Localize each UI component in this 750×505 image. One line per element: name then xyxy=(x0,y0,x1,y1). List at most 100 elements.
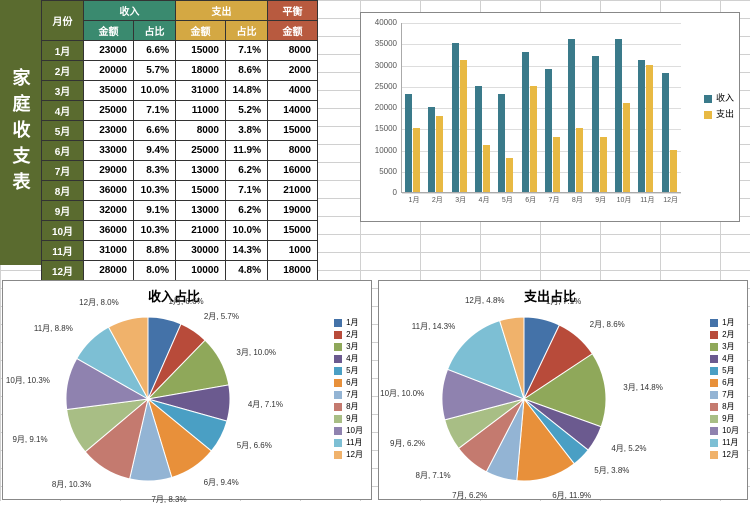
cell-exp[interactable]: 30000 xyxy=(176,241,226,261)
cell-inc[interactable]: 35000 xyxy=(84,81,134,101)
cell-month: 8月 xyxy=(42,181,84,201)
cell-inc[interactable]: 29000 xyxy=(84,161,134,181)
table-row[interactable]: 8月 36000 10.3% 15000 7.1% 21000 xyxy=(42,181,318,201)
cell-month: 6月 xyxy=(42,141,84,161)
bar xyxy=(638,60,645,192)
pie-label: 10月, 10.3% xyxy=(6,375,50,386)
table-row[interactable]: 2月 20000 5.7% 18000 8.6% 2000 xyxy=(42,61,318,81)
cell-inc[interactable]: 23000 xyxy=(84,41,134,61)
cell-incR[interactable]: 9.4% xyxy=(134,141,176,161)
cell-inc[interactable]: 28000 xyxy=(84,261,134,281)
th-month: 月份 xyxy=(42,1,84,41)
legend-item: 4月 xyxy=(334,353,363,364)
bar-ytick: 40000 xyxy=(367,18,397,27)
legend-item: 12月 xyxy=(334,449,363,460)
table-row[interactable]: 6月 33000 9.4% 25000 11.9% 8000 xyxy=(42,141,318,161)
cell-exp[interactable]: 21000 xyxy=(176,221,226,241)
cell-expR[interactable]: 8.6% xyxy=(226,61,268,81)
cell-exp[interactable]: 8000 xyxy=(176,121,226,141)
cell-month: 11月 xyxy=(42,241,84,261)
table-row[interactable]: 11月 31000 8.8% 30000 14.3% 1000 xyxy=(42,241,318,261)
cell-incR[interactable]: 10.0% xyxy=(134,81,176,101)
bar xyxy=(576,128,583,192)
cell-expR[interactable]: 10.0% xyxy=(226,221,268,241)
legend-item: 10月 xyxy=(710,425,739,436)
cell-bal[interactable]: 2000 xyxy=(268,61,318,81)
cell-bal[interactable]: 8000 xyxy=(268,141,318,161)
table-row[interactable]: 4月 25000 7.1% 11000 5.2% 14000 xyxy=(42,101,318,121)
cell-exp[interactable]: 15000 xyxy=(176,181,226,201)
bar-ytick: 35000 xyxy=(367,39,397,48)
cell-incR[interactable]: 8.8% xyxy=(134,241,176,261)
bar xyxy=(600,137,607,192)
cell-expR[interactable]: 4.8% xyxy=(226,261,268,281)
cell-inc[interactable]: 32000 xyxy=(84,201,134,221)
table-row[interactable]: 5月 23000 6.6% 8000 3.8% 15000 xyxy=(42,121,318,141)
cell-exp[interactable]: 15000 xyxy=(176,41,226,61)
th-exp-amt: 金额 xyxy=(176,21,226,41)
cell-inc[interactable]: 20000 xyxy=(84,61,134,81)
cell-bal[interactable]: 16000 xyxy=(268,161,318,181)
pie-label: 9月, 9.1% xyxy=(12,434,47,445)
cell-incR[interactable]: 10.3% xyxy=(134,181,176,201)
table-row[interactable]: 9月 32000 9.1% 13000 6.2% 19000 xyxy=(42,201,318,221)
cell-bal[interactable]: 18000 xyxy=(268,261,318,281)
cell-inc[interactable]: 23000 xyxy=(84,121,134,141)
cell-exp[interactable]: 13000 xyxy=(176,201,226,221)
cell-incR[interactable]: 7.1% xyxy=(134,101,176,121)
pie-label: 7月, 6.2% xyxy=(452,490,487,501)
legend-item: 7月 xyxy=(710,389,739,400)
bar xyxy=(436,116,443,193)
table-row[interactable]: 7月 29000 8.3% 13000 6.2% 16000 xyxy=(42,161,318,181)
table-row[interactable]: 3月 35000 10.0% 31000 14.8% 4000 xyxy=(42,81,318,101)
cell-incR[interactable]: 8.3% xyxy=(134,161,176,181)
cell-incR[interactable]: 5.7% xyxy=(134,61,176,81)
bar xyxy=(413,128,420,192)
cell-exp[interactable]: 10000 xyxy=(176,261,226,281)
table-row[interactable]: 1月 23000 6.6% 15000 7.1% 8000 xyxy=(42,41,318,61)
legend-item: 9月 xyxy=(710,413,739,424)
table-row[interactable]: 12月 28000 8.0% 10000 4.8% 18000 xyxy=(42,261,318,281)
cell-bal[interactable]: 21000 xyxy=(268,181,318,201)
cell-bal[interactable]: 14000 xyxy=(268,101,318,121)
cell-month: 2月 xyxy=(42,61,84,81)
legend-item: 10月 xyxy=(334,425,363,436)
table-row[interactable]: 10月 36000 10.3% 21000 10.0% 15000 xyxy=(42,221,318,241)
cell-expR[interactable]: 6.2% xyxy=(226,161,268,181)
cell-inc[interactable]: 36000 xyxy=(84,181,134,201)
cell-inc[interactable]: 36000 xyxy=(84,221,134,241)
cell-bal[interactable]: 19000 xyxy=(268,201,318,221)
cell-bal[interactable]: 15000 xyxy=(268,221,318,241)
cell-incR[interactable]: 8.0% xyxy=(134,261,176,281)
cell-exp[interactable]: 18000 xyxy=(176,61,226,81)
bar xyxy=(452,43,459,192)
cell-incR[interactable]: 10.3% xyxy=(134,221,176,241)
bar xyxy=(428,107,435,192)
cell-bal[interactable]: 15000 xyxy=(268,121,318,141)
cell-expR[interactable]: 14.8% xyxy=(226,81,268,101)
cell-bal[interactable]: 8000 xyxy=(268,41,318,61)
cell-incR[interactable]: 6.6% xyxy=(134,121,176,141)
cell-incR[interactable]: 9.1% xyxy=(134,201,176,221)
cell-exp[interactable]: 31000 xyxy=(176,81,226,101)
cell-expR[interactable]: 11.9% xyxy=(226,141,268,161)
bar-ytick: 30000 xyxy=(367,61,397,70)
cell-expR[interactable]: 7.1% xyxy=(226,181,268,201)
cell-expR[interactable]: 6.2% xyxy=(226,201,268,221)
cell-incR[interactable]: 6.6% xyxy=(134,41,176,61)
cell-expR[interactable]: 7.1% xyxy=(226,41,268,61)
cell-exp[interactable]: 11000 xyxy=(176,101,226,121)
cell-bal[interactable]: 4000 xyxy=(268,81,318,101)
cell-exp[interactable]: 13000 xyxy=(176,161,226,181)
pie-chart-expense: 支出占比 1月, 7.1%2月, 8.6%3月, 14.8%4月, 5.2%5月… xyxy=(378,280,748,500)
cell-expR[interactable]: 14.3% xyxy=(226,241,268,261)
cell-expR[interactable]: 3.8% xyxy=(226,121,268,141)
cell-exp[interactable]: 25000 xyxy=(176,141,226,161)
bar xyxy=(553,137,560,192)
cell-expR[interactable]: 5.2% xyxy=(226,101,268,121)
cell-inc[interactable]: 33000 xyxy=(84,141,134,161)
cell-inc[interactable]: 25000 xyxy=(84,101,134,121)
cell-bal[interactable]: 1000 xyxy=(268,241,318,261)
pie-label: 3月, 14.8% xyxy=(623,382,663,393)
cell-inc[interactable]: 31000 xyxy=(84,241,134,261)
